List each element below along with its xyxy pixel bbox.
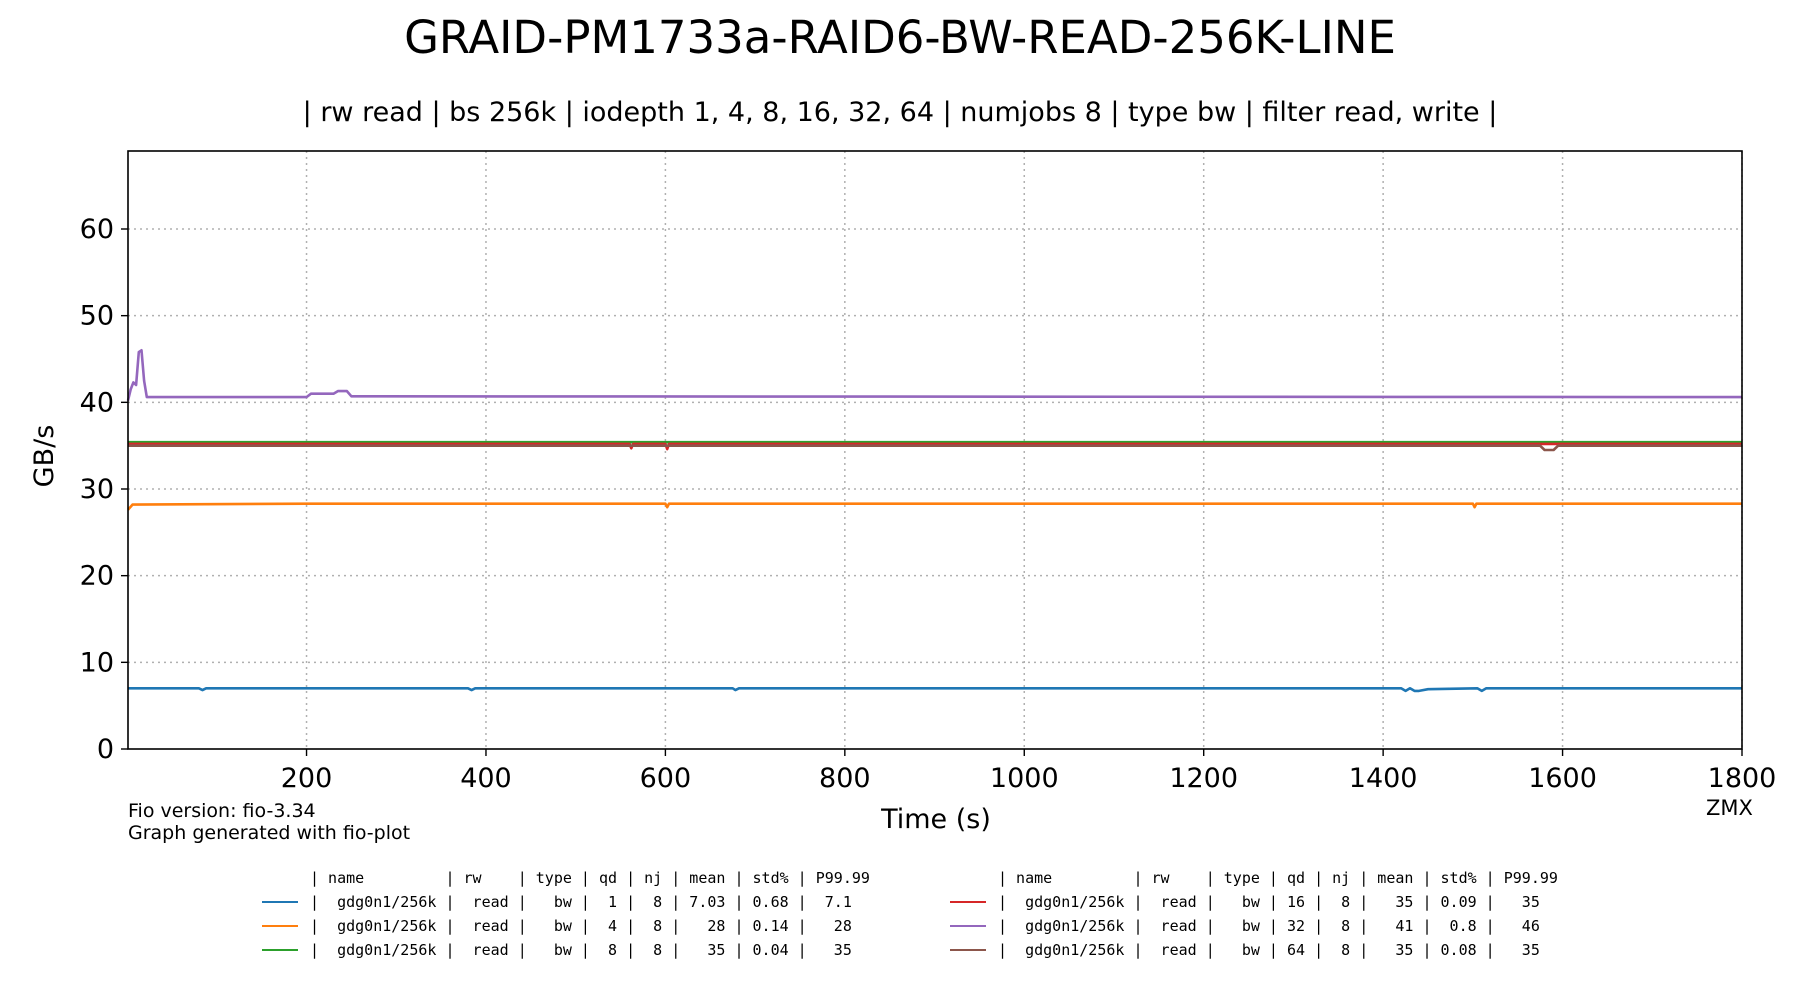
chart-title: GRAID-PM1733a-RAID6-BW-READ-256K-LINE — [404, 11, 1396, 64]
chart-subtitle: | rw read | bs 256k | iodepth 1, 4, 8, 1… — [302, 97, 1498, 128]
x-tick-label: 600 — [640, 763, 692, 794]
series-line-qd64 — [128, 444, 1742, 452]
y-tick-label: 40 — [80, 387, 114, 418]
legend-swatch — [262, 949, 298, 951]
x-tick-label: 800 — [819, 763, 871, 794]
legend-entry: | gdg0n1/256k | read | bw | 4 | 8 | 28 |… — [310, 917, 852, 935]
x-tick-label: 400 — [460, 763, 512, 794]
legend-header: | name | rw | type | qd | nj | mean | st… — [998, 869, 1558, 887]
y-tick-label: 60 — [80, 214, 114, 245]
x-tick-label: 1400 — [1349, 763, 1418, 794]
legend-entry: | gdg0n1/256k | read | bw | 32 | 8 | 41 … — [998, 917, 1540, 935]
y-tick-label: 30 — [80, 474, 114, 505]
series-line-qd4 — [127, 502, 1742, 511]
legend-swatch — [950, 901, 986, 903]
y-axis-label: GB/s — [29, 424, 60, 488]
series-line-qd32 — [126, 349, 1743, 401]
fio-version-note: Fio version: fio-3.34 — [128, 800, 316, 822]
legend-entry: | gdg0n1/256k | read | bw | 64 | 8 | 35 … — [998, 941, 1540, 959]
series-line-qd1 — [128, 687, 1742, 693]
x-tick-label: 1800 — [1708, 763, 1777, 794]
plot-frame — [127, 150, 1743, 750]
legend-entry: | gdg0n1/256k | read | bw | 16 | 8 | 35 … — [998, 893, 1540, 911]
x-tick-label: 1600 — [1528, 763, 1597, 794]
x-tick-label: 200 — [281, 763, 333, 794]
author-tag: ZMX — [1706, 796, 1753, 820]
legend-swatch — [262, 901, 298, 903]
x-axis-label: Time (s) — [881, 804, 991, 835]
x-tick-label: 1000 — [990, 763, 1059, 794]
generated-with-note: Graph generated with fio-plot — [128, 822, 411, 844]
legend-entry: | gdg0n1/256k | read | bw | 1 | 8 | 7.03… — [310, 893, 852, 911]
legend-swatch — [950, 925, 986, 927]
legend-swatch — [262, 925, 298, 927]
y-tick-label: 20 — [80, 561, 114, 592]
y-tick-label: 0 — [97, 734, 114, 765]
legend-header: | name | rw | type | qd | nj | mean | st… — [310, 869, 870, 887]
y-tick-label: 10 — [80, 647, 114, 678]
legend-swatch — [950, 949, 986, 951]
y-tick-label: 50 — [80, 301, 114, 332]
x-tick-label: 1200 — [1169, 763, 1238, 794]
legend-entry: | gdg0n1/256k | read | bw | 8 | 8 | 35 |… — [310, 941, 852, 959]
